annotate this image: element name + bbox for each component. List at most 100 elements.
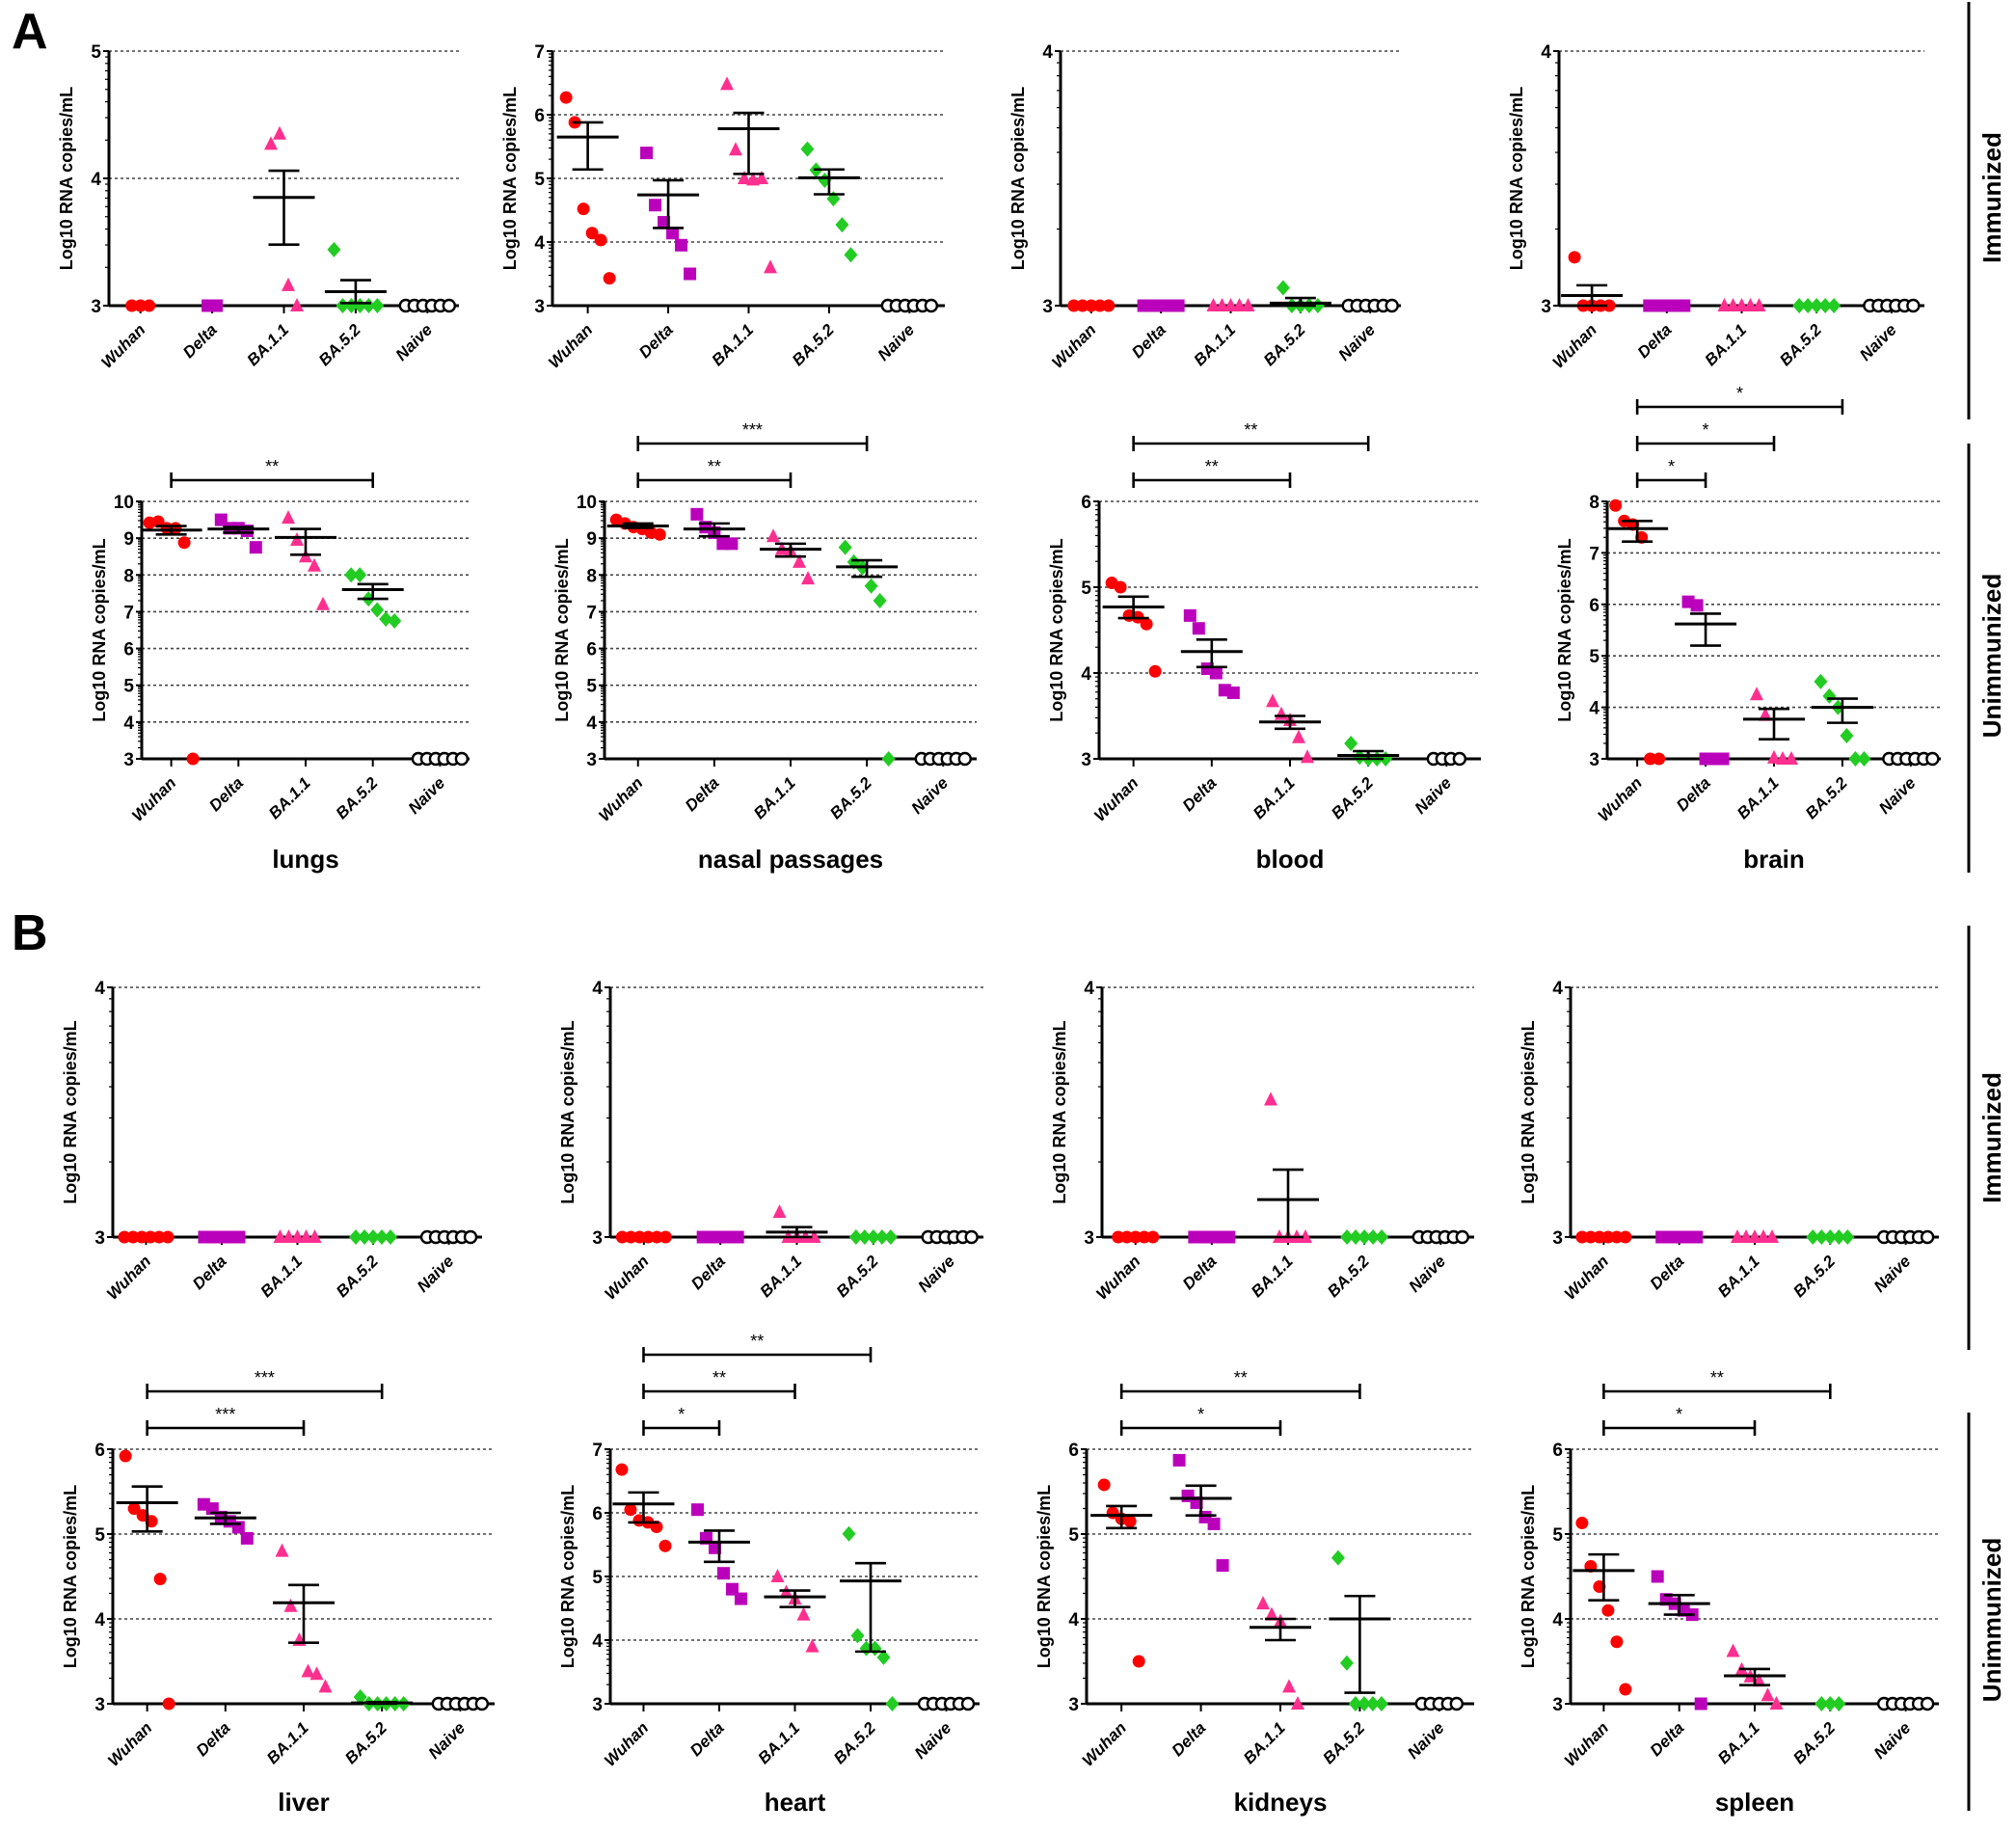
data-point-ba11 xyxy=(766,528,780,543)
data-point-ba11 xyxy=(1776,751,1789,765)
data-point-ba52 xyxy=(1339,1655,1354,1671)
x-tick-label: Wuhan xyxy=(1048,320,1099,371)
data-point-wuhan xyxy=(119,1449,132,1463)
data-point-ba52 xyxy=(353,567,367,583)
data-point-wuhan xyxy=(1140,617,1153,631)
x-tick-label: Delta xyxy=(1634,320,1676,362)
y-tick-label: 5 xyxy=(586,677,597,697)
y-tick-label: 9 xyxy=(586,529,597,550)
data-point-ba52 xyxy=(1818,298,1833,313)
data-point-delta xyxy=(249,541,262,554)
x-tick-label: Delta xyxy=(189,1252,230,1293)
data-point-ba11 xyxy=(318,1679,333,1693)
data-point-ba11 xyxy=(1726,298,1740,311)
data-point-wuhan xyxy=(1085,299,1098,312)
x-tick-label: Delta xyxy=(193,1718,234,1760)
data-point-wuhan xyxy=(632,1230,646,1244)
data-point-wuhan xyxy=(1148,664,1162,678)
x-tick-label: BA.1.1 xyxy=(1250,773,1299,822)
significance-label: * xyxy=(1736,384,1743,403)
x-tick-label: BA.1.1 xyxy=(265,773,314,822)
data-point-ba52 xyxy=(1340,1229,1355,1245)
data-point-wuhan xyxy=(1114,580,1127,594)
data-point-ba11 xyxy=(1769,1696,1784,1710)
x-tick-label: Naive xyxy=(1875,773,1920,818)
data-point-delta xyxy=(731,1230,744,1244)
data-point-wuhan xyxy=(1102,299,1116,312)
y-tick-label: 8 xyxy=(586,566,597,586)
data-point-wuhan xyxy=(135,1230,148,1244)
data-point-ba11 xyxy=(1282,1679,1296,1693)
y-tick-label: 4 xyxy=(94,979,105,999)
data-point-ba52 xyxy=(1823,1696,1838,1711)
data-point-ba11 xyxy=(1750,687,1763,701)
y-tick-label: 3 xyxy=(534,297,545,317)
x-tick-label: Wuhan xyxy=(128,773,179,824)
data-point-wuhan xyxy=(585,227,599,240)
data-point-ba11 xyxy=(273,125,286,140)
x-tick-label: Wuhan xyxy=(1561,1718,1612,1769)
data-point-ba52 xyxy=(1832,1696,1846,1711)
x-tick-label: BA.1.1 xyxy=(263,1718,312,1767)
x-tick-label: Naive xyxy=(908,773,953,818)
chart-A-immunized-nasal: 3 4 5 6 7 Log10 RNA copies/mL Wuhan Delta BA.1.1… xyxy=(500,42,945,372)
x-tick-label: Delta xyxy=(1128,320,1169,362)
x-tick-label: Delta xyxy=(682,773,723,815)
data-point-wuhan xyxy=(1568,251,1581,264)
x-tick-label: BA.5.2 xyxy=(333,773,382,822)
data-point-delta xyxy=(1207,1517,1221,1530)
data-point-wuhan xyxy=(1584,1230,1598,1244)
data-point-delta xyxy=(649,199,662,212)
x-tick-label: Wuhan xyxy=(545,320,596,371)
data-point-ba11 xyxy=(796,1606,811,1621)
data-point-ba11 xyxy=(1265,1606,1278,1621)
data-point-wuhan xyxy=(1619,1683,1632,1696)
x-tick-label: Delta xyxy=(179,320,221,362)
data-point-wuhan xyxy=(1076,299,1089,312)
data-point-ba52 xyxy=(1348,1696,1362,1711)
significance-label: * xyxy=(1703,420,1709,440)
chart-B-unimmunized-heart: 3 4 5 6 7 Log10 RNA copies/mL Wuhan Delta BA.1.1… xyxy=(558,1332,980,1817)
data-point-naive xyxy=(1920,1229,1935,1245)
data-point-ba11 xyxy=(1299,1229,1312,1243)
y-tick-label: 3 xyxy=(1084,1228,1094,1249)
data-point-ba11 xyxy=(1752,298,1766,311)
y-tick-label: 4 xyxy=(1042,42,1053,63)
data-point-ba52 xyxy=(1331,1549,1345,1566)
x-tick-label: BA.5.2 xyxy=(315,320,364,369)
data-point-delta xyxy=(1192,622,1205,635)
chart-title: kidneys xyxy=(1234,1788,1328,1817)
data-point-ba52 xyxy=(1848,751,1863,767)
x-tick-label: Delta xyxy=(1169,1718,1210,1760)
data-point-ba52 xyxy=(375,1229,390,1245)
x-tick-label: Delta xyxy=(205,773,247,815)
significance-label: * xyxy=(1668,457,1675,476)
data-point-delta xyxy=(666,227,680,240)
data-point-ba52 xyxy=(1366,1229,1381,1245)
data-point-ba11 xyxy=(308,557,321,572)
data-point-ba52 xyxy=(1374,1696,1388,1711)
y-tick-label: 5 xyxy=(592,1568,603,1588)
x-tick-label: Delta xyxy=(687,1252,729,1293)
data-point-naive xyxy=(1384,298,1399,313)
data-point-ba11 xyxy=(805,1638,820,1653)
data-point-delta xyxy=(1223,1230,1236,1244)
y-tick-label: 4 xyxy=(1068,1610,1079,1630)
data-point-delta xyxy=(1678,299,1691,312)
data-point-ba11 xyxy=(1785,751,1798,765)
data-point-wuhan xyxy=(143,299,156,312)
data-point-delta xyxy=(1226,686,1240,699)
significance-label: ** xyxy=(712,1368,726,1387)
data-point-naive xyxy=(463,1229,478,1245)
chart-B-unimmunized-kidneys: 3 4 5 6 Log10 RNA copies/mL Wuhan Delta BA.1.1 B… xyxy=(1035,1368,1474,1817)
y-axis-label: Log10 RNA copies/mL xyxy=(1050,1020,1069,1203)
data-point-ba52 xyxy=(362,298,376,313)
data-point-delta xyxy=(716,1567,730,1580)
y-tick-label: 7 xyxy=(123,603,134,623)
x-tick-label: BA.5.2 xyxy=(826,773,875,822)
y-tick-label: 3 xyxy=(1068,1695,1079,1715)
chart-title: lungs xyxy=(272,845,338,874)
data-point-wuhan xyxy=(1575,1517,1589,1530)
x-tick-label: BA.5.2 xyxy=(833,1252,882,1301)
significance-label: ** xyxy=(1234,1368,1248,1387)
